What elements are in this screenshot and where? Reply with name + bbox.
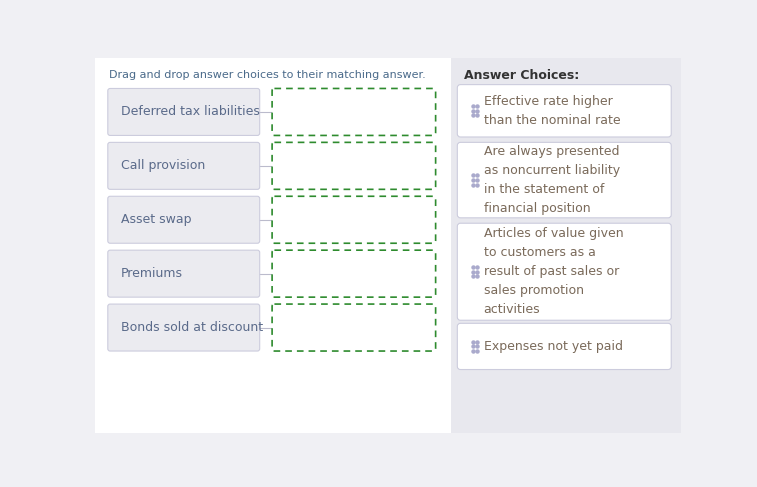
FancyBboxPatch shape — [107, 89, 260, 135]
FancyBboxPatch shape — [272, 304, 435, 351]
FancyBboxPatch shape — [457, 323, 671, 370]
FancyBboxPatch shape — [272, 89, 435, 135]
Text: Articles of value given
to customers as a
result of past sales or
sales promotio: Articles of value given to customers as … — [484, 227, 623, 316]
Text: Premiums: Premiums — [121, 267, 183, 280]
Text: Answer Choices:: Answer Choices: — [463, 69, 579, 82]
Text: Drag and drop answer choices to their matching answer.: Drag and drop answer choices to their ma… — [108, 71, 425, 80]
Text: Expenses not yet paid: Expenses not yet paid — [484, 340, 623, 353]
FancyBboxPatch shape — [107, 196, 260, 243]
FancyBboxPatch shape — [272, 196, 435, 243]
Text: Call provision: Call provision — [121, 159, 205, 172]
Text: Effective rate higher
than the nominal rate: Effective rate higher than the nominal r… — [484, 95, 620, 127]
Text: Deferred tax liabilities: Deferred tax liabilities — [121, 106, 260, 118]
FancyBboxPatch shape — [107, 142, 260, 189]
FancyBboxPatch shape — [95, 58, 451, 433]
FancyBboxPatch shape — [272, 142, 435, 189]
FancyBboxPatch shape — [107, 304, 260, 351]
FancyBboxPatch shape — [272, 250, 435, 297]
FancyBboxPatch shape — [457, 223, 671, 320]
Text: Are always presented
as noncurrent liability
in the statement of
financial posit: Are always presented as noncurrent liabi… — [484, 145, 620, 215]
FancyBboxPatch shape — [457, 142, 671, 218]
Text: Asset swap: Asset swap — [121, 213, 192, 226]
FancyBboxPatch shape — [457, 85, 671, 137]
Text: Bonds sold at discount: Bonds sold at discount — [121, 321, 263, 334]
FancyBboxPatch shape — [107, 250, 260, 297]
FancyBboxPatch shape — [451, 58, 681, 433]
